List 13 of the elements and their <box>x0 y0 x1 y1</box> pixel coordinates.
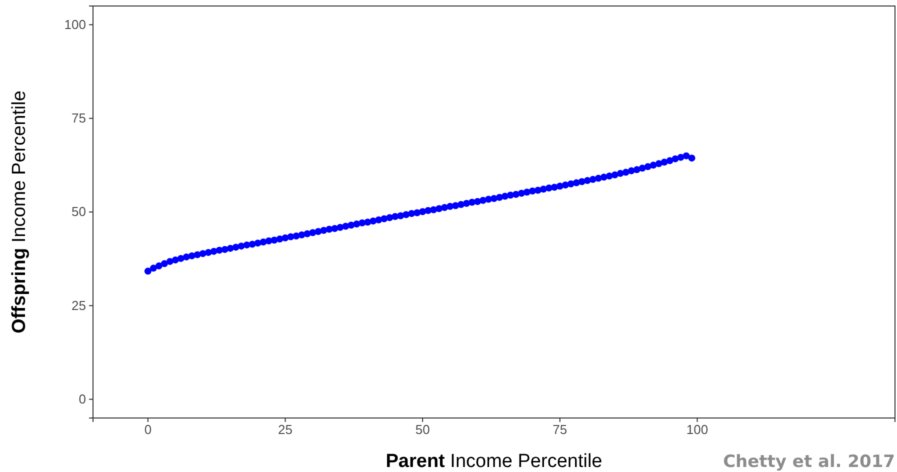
x-tick-label: 25 <box>278 422 292 438</box>
x-axis-title: Parent Income Percentile <box>386 451 602 472</box>
y-tick-label: 50 <box>72 204 86 220</box>
x-tick-label: 0 <box>144 422 152 438</box>
text: Chetty et al. 2017 <box>723 452 895 472</box>
y-tick-label: 100 <box>64 16 86 32</box>
x-tick-label: 100 <box>686 422 708 438</box>
x-tick-label: 50 <box>415 422 430 438</box>
y-tick-label: 0 <box>78 391 86 406</box>
y-axis-title: Offspring Income Percentile <box>9 90 30 334</box>
y-tick-label: 75 <box>72 110 86 126</box>
y-tick-label: 25 <box>72 298 86 313</box>
x-tick-label: 75 <box>552 422 568 438</box>
